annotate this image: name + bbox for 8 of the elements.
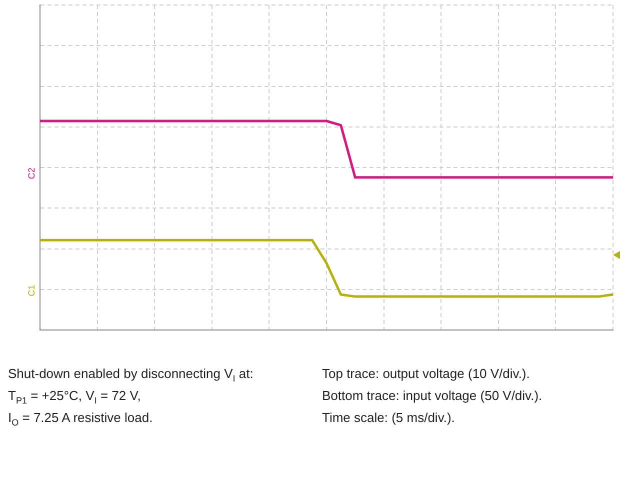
text: I$_{O}$ = 7.25 A resistive load.: [8, 410, 154, 430]
text: Bottom trace: input voltage (50 V/div.).: [322, 388, 544, 405]
text: C1: [26, 284, 36, 296]
text: Shut-down enabled by disconnecting V$_{I}$ at:: [8, 366, 254, 386]
text: T$_{P1}$ = +25°C, V$_{I}$ = 72 V,: [8, 388, 142, 408]
text: C2: [26, 168, 36, 180]
text: Top trace: output voltage (10 V/div.).: [322, 366, 531, 383]
text: Time scale: (5 ms/div.).: [322, 410, 456, 427]
